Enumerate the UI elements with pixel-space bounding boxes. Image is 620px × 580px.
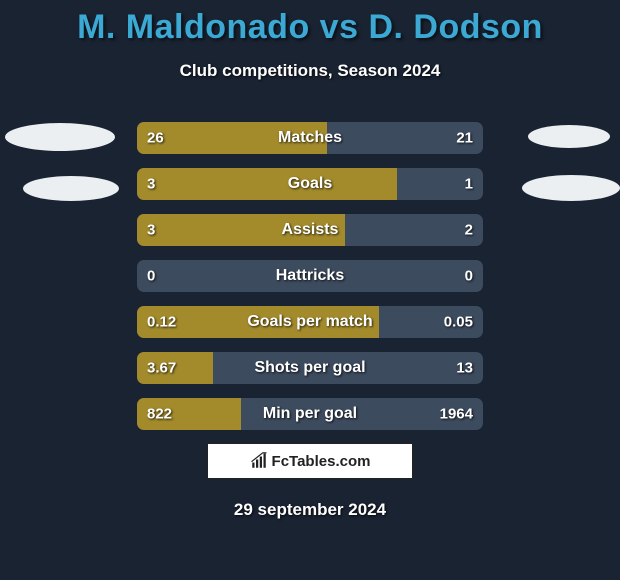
- bar-row: 26Matches21: [137, 122, 483, 154]
- bar-value-right: 1964: [440, 406, 473, 423]
- brand-box[interactable]: FcTables.com: [207, 443, 413, 479]
- bar-label: Matches: [137, 129, 483, 147]
- bar-value-right: 13: [456, 360, 473, 377]
- bar-row: 0Hattricks0: [137, 260, 483, 292]
- bar-label: Hattricks: [137, 267, 483, 285]
- comparison-bars: 26Matches21 3Goals1 3Assists2 0Hattricks0 0.…: [137, 122, 483, 444]
- bar-label: Min per goal: [137, 405, 483, 423]
- bar-label: Shots per goal: [137, 359, 483, 377]
- bar-value-right: 1: [465, 176, 473, 193]
- bar-row: 0.12Goals per match0.05: [137, 306, 483, 338]
- date-text: 29 september 2024: [0, 500, 620, 520]
- bar-value-right: 0: [465, 268, 473, 285]
- bar-row: 3Assists2: [137, 214, 483, 246]
- title-vs: vs: [310, 8, 369, 46]
- player-left-avatar-top: [5, 123, 115, 151]
- bar-value-right: 21: [456, 130, 473, 147]
- page-title: M. Maldonado vs D. Dodson: [0, 0, 620, 47]
- brand-text: FcTables.com: [272, 453, 371, 470]
- bar-row: 822Min per goal1964: [137, 398, 483, 430]
- bar-label: Assists: [137, 221, 483, 239]
- player-left-avatar-bottom: [23, 176, 119, 201]
- bar-label: Goals: [137, 175, 483, 193]
- bar-row: 3Goals1: [137, 168, 483, 200]
- player-right-avatar-bottom: [522, 175, 620, 201]
- title-player-left: M. Maldonado: [77, 8, 310, 46]
- chart-icon: [250, 452, 268, 470]
- bar-value-right: 0.05: [444, 314, 473, 331]
- bar-row: 3.67Shots per goal13: [137, 352, 483, 384]
- bar-value-right: 2: [465, 222, 473, 239]
- subtitle: Club competitions, Season 2024: [0, 61, 620, 81]
- bar-label: Goals per match: [137, 313, 483, 331]
- player-right-avatar-top: [528, 125, 610, 148]
- title-player-right: D. Dodson: [368, 8, 542, 46]
